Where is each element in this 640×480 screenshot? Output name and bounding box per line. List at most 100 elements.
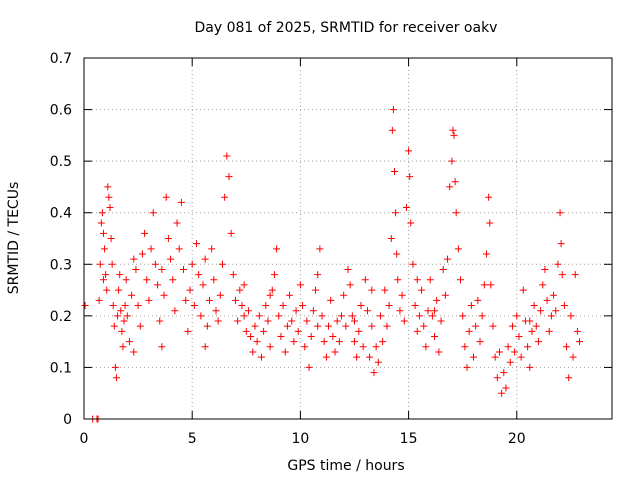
x-tick-label: 0 xyxy=(80,431,89,447)
data-point xyxy=(508,322,516,330)
data-point xyxy=(154,281,162,289)
data-point xyxy=(197,312,205,320)
data-point xyxy=(543,296,551,304)
data-point xyxy=(203,322,211,330)
data-point xyxy=(281,348,289,356)
data-point xyxy=(524,343,532,351)
data-point xyxy=(385,302,393,310)
data-point xyxy=(381,286,389,294)
data-point xyxy=(303,317,311,325)
data-point xyxy=(519,286,527,294)
data-point xyxy=(571,271,579,279)
data-point xyxy=(279,302,287,310)
data-point xyxy=(502,384,510,392)
chart-title: Day 081 of 2025, SRMTID for receiver oak… xyxy=(195,20,498,36)
data-point xyxy=(550,291,558,299)
data-point xyxy=(277,332,285,340)
data-point xyxy=(234,317,242,325)
data-point xyxy=(286,291,294,299)
data-point xyxy=(418,286,426,294)
data-point xyxy=(450,131,458,139)
data-point xyxy=(439,265,447,273)
data-point xyxy=(452,209,460,217)
data-point xyxy=(104,183,112,191)
data-point xyxy=(340,291,348,299)
data-point xyxy=(125,338,133,346)
data-point xyxy=(333,317,341,325)
data-point xyxy=(325,322,333,330)
data-point xyxy=(128,291,136,299)
data-point xyxy=(130,255,138,263)
data-point xyxy=(167,255,175,263)
data-point xyxy=(454,245,462,253)
data-point xyxy=(236,286,244,294)
grid xyxy=(84,58,612,419)
data-point xyxy=(457,276,465,284)
data-point xyxy=(283,322,291,330)
data-point xyxy=(143,276,151,284)
data-point xyxy=(227,229,235,237)
data-point xyxy=(190,302,198,310)
data-point xyxy=(563,343,571,351)
data-point xyxy=(463,363,471,371)
data-point xyxy=(221,193,229,201)
data-point xyxy=(409,260,417,268)
data-point xyxy=(513,312,521,320)
data-point xyxy=(273,245,281,253)
data-point xyxy=(346,281,354,289)
data-point xyxy=(266,343,274,351)
data-point xyxy=(312,286,320,294)
data-point xyxy=(370,369,378,377)
data-point xyxy=(253,338,261,346)
data-point xyxy=(96,260,104,268)
data-point xyxy=(541,265,549,273)
data-point xyxy=(335,338,343,346)
data-point xyxy=(433,296,441,304)
data-point xyxy=(314,271,322,279)
y-tick-label: 0.4 xyxy=(50,206,72,222)
data-point xyxy=(105,193,113,201)
data-point xyxy=(511,348,519,356)
data-point xyxy=(212,307,220,315)
data-point xyxy=(242,327,250,335)
data-point xyxy=(251,322,259,330)
axis-ticks: 0 0.1 0.2 0.3 0.4 0.5 0.6 0.7 0 5 10 15 20 xyxy=(50,51,612,447)
data-point xyxy=(552,307,560,315)
data-point xyxy=(262,302,270,310)
data-point xyxy=(81,302,89,310)
data-point xyxy=(208,245,216,253)
data-point xyxy=(476,338,484,346)
data-point xyxy=(288,317,296,325)
x-tick-label: 10 xyxy=(291,431,309,447)
data-point xyxy=(388,126,396,134)
data-point xyxy=(387,235,395,242)
data-point xyxy=(120,317,128,325)
data-point xyxy=(188,260,196,268)
data-point xyxy=(229,271,237,279)
data-point xyxy=(193,240,201,248)
data-point xyxy=(110,322,118,330)
data-point xyxy=(223,152,231,160)
data-point xyxy=(366,353,374,361)
data-point xyxy=(225,173,233,181)
data-point xyxy=(249,348,257,356)
data-point xyxy=(108,260,116,268)
data-point xyxy=(158,343,166,351)
data-point xyxy=(99,276,107,284)
data-point xyxy=(478,312,486,320)
data-point xyxy=(539,281,547,289)
data-point xyxy=(199,281,207,289)
data-point xyxy=(264,317,272,325)
data-point xyxy=(567,312,575,320)
data-point xyxy=(275,312,283,320)
data-points xyxy=(81,106,584,423)
data-point xyxy=(415,312,423,320)
data-point xyxy=(528,327,536,335)
data-point xyxy=(171,307,179,315)
data-point xyxy=(532,322,540,330)
data-point xyxy=(470,353,478,361)
data-point xyxy=(530,302,538,310)
data-point xyxy=(391,167,399,175)
data-point xyxy=(160,291,168,299)
data-point xyxy=(451,178,459,186)
